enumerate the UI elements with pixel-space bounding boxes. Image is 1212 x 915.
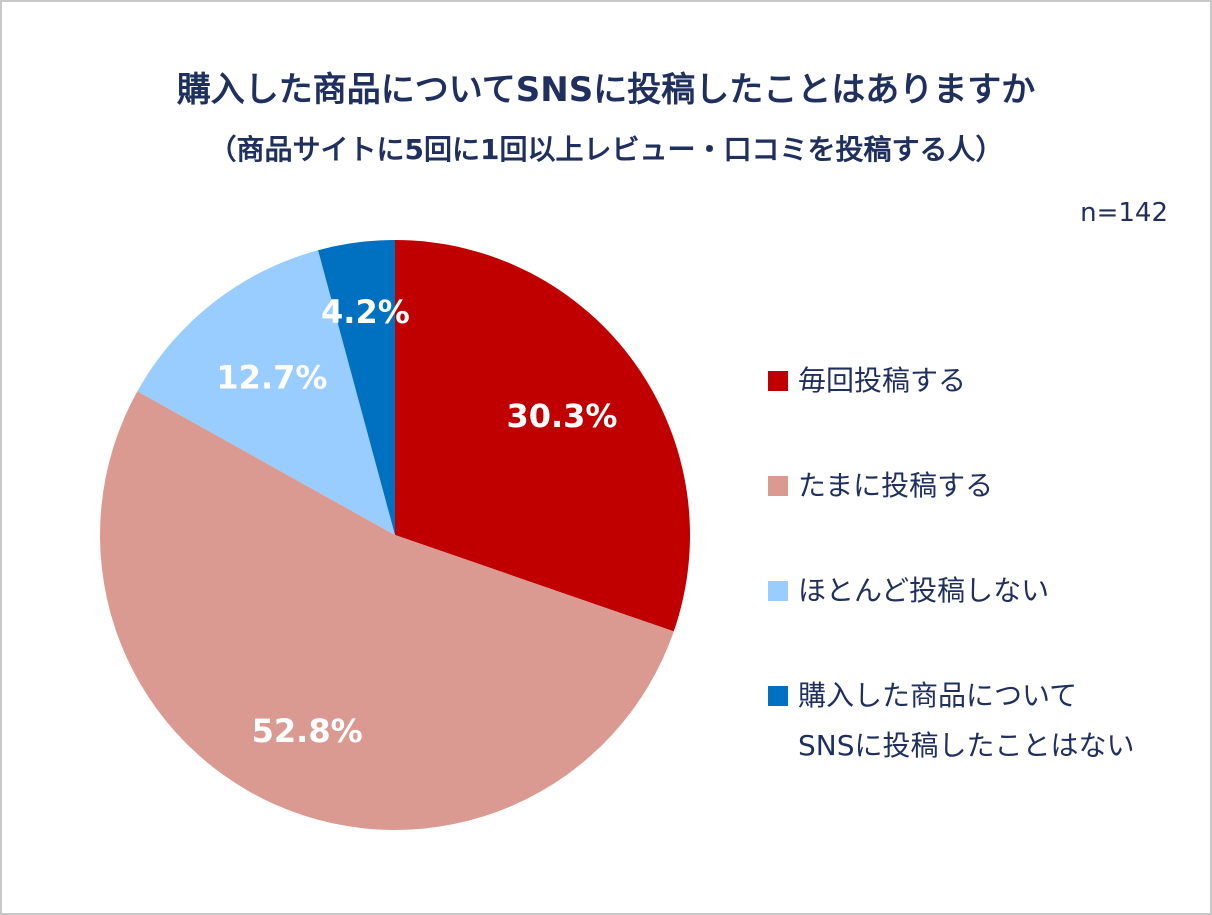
legend-swatch-1 <box>768 476 788 496</box>
chart-legend: 毎回投稿する たまに投稿する ほとんど投稿しない 購入した商品について SNSに… <box>768 356 1188 776</box>
pie-slice-3 <box>318 240 395 535</box>
legend-swatch-3 <box>768 686 788 706</box>
pie-slice-2 <box>137 250 395 536</box>
slice-value-label-3: 4.2% <box>321 293 410 331</box>
legend-swatch-0 <box>768 371 788 391</box>
slice-value-label-0: 30.3% <box>506 397 617 435</box>
legend-swatch-2 <box>768 581 788 601</box>
legend-item-0: 毎回投稿する <box>768 356 1188 461</box>
pie-slice-1 <box>99 391 674 831</box>
legend-label-0: 毎回投稿する <box>798 364 967 397</box>
chart-title: 購入した商品についてSNSに投稿したことはありますか <box>176 70 1036 110</box>
legend-label-1: たまに投稿する <box>798 469 994 502</box>
legend-label-3-line-2: SNSに投稿したことはない <box>798 729 1135 762</box>
legend-item-2: ほとんど投稿しない <box>768 566 1188 671</box>
legend-label-2: ほとんど投稿しない <box>798 574 1050 607</box>
chart-subtitle: （商品サイトに5回に1回以上レビュー・口コミを投稿する人） <box>208 133 1004 166</box>
sample-size-label: n=142 <box>1080 198 1168 228</box>
pie-slice-0 <box>395 240 690 632</box>
legend-item-3: 購入した商品について SNSに投稿したことはない <box>768 671 1188 776</box>
slice-value-label-1: 52.8% <box>252 712 363 750</box>
legend-label-3-line-1: 購入した商品について <box>798 679 1078 712</box>
slice-value-label-2: 12.7% <box>216 358 327 396</box>
legend-item-1: たまに投稿する <box>768 461 1188 566</box>
